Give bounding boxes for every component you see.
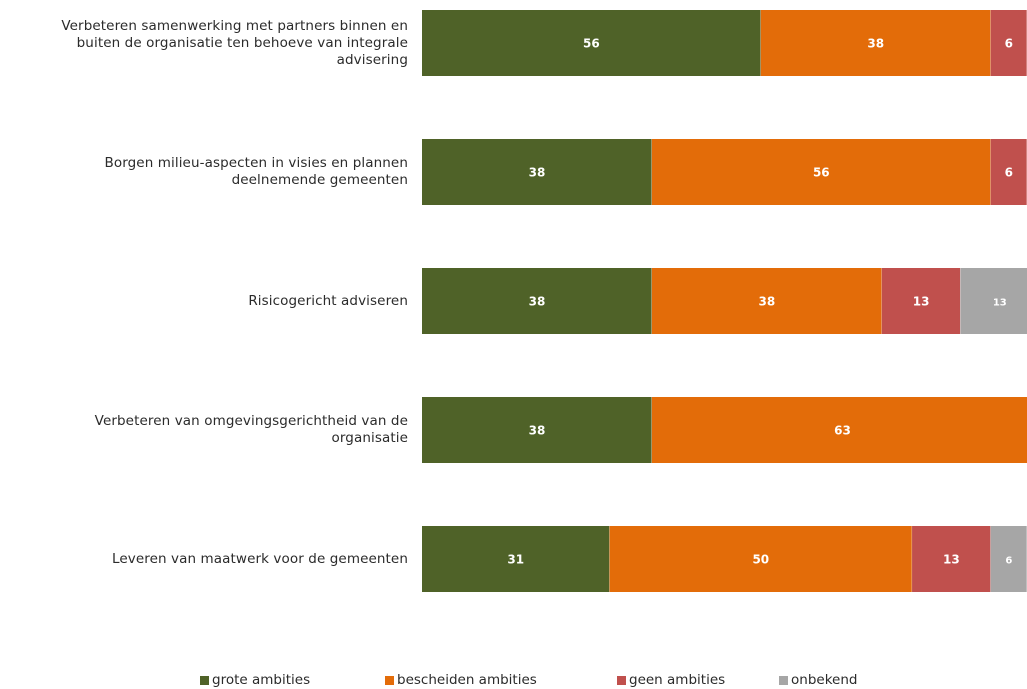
bar-segment <box>960 268 1027 334</box>
bar-segment <box>651 397 1027 463</box>
legend-item: grote ambities <box>200 672 310 688</box>
bar-segment <box>990 10 1027 76</box>
data-label: 38 <box>758 295 775 309</box>
legend-swatch <box>779 675 788 685</box>
data-label: 56 <box>813 166 830 180</box>
legend-label: bescheiden ambities <box>397 672 537 688</box>
legend-swatch <box>200 675 209 685</box>
bar-segment <box>422 10 761 76</box>
category-label-line: Risicogericht adviseren <box>248 292 408 309</box>
legend-item: onbekend <box>779 672 857 688</box>
legend-label: geen ambities <box>629 672 726 688</box>
data-label: 6 <box>1005 37 1013 51</box>
bar-segment <box>422 397 652 463</box>
data-label: 38 <box>529 166 546 180</box>
legend-label: onbekend <box>791 672 858 688</box>
legend-label: grote ambities <box>212 672 311 688</box>
category-label-line: Verbeteren van omgevingsgerichtheid van … <box>94 413 408 429</box>
category-label-line: advisering <box>336 51 408 68</box>
legend-item: geen ambities <box>617 672 725 688</box>
bar-segment <box>881 268 961 334</box>
bar-segment <box>990 526 1027 592</box>
data-label: 63 <box>834 424 851 438</box>
category-label-line: deelnemende gemeenten <box>231 172 408 188</box>
category-label-line: Verbeteren samenwerking met partners bin… <box>61 17 408 34</box>
category-label-line: buiten de organisatie ten behoeve van in… <box>76 34 408 51</box>
category-label: Verbeteren van omgevingsgerichtheid van … <box>0 413 408 447</box>
data-label: 50 <box>752 553 769 567</box>
category-label: Verbeteren samenwerking met partners bin… <box>0 18 408 69</box>
data-label: 38 <box>529 424 546 438</box>
data-label: 38 <box>867 37 884 51</box>
data-label: 31 <box>507 553 524 567</box>
bar-segment <box>651 268 882 334</box>
category-label-line: Borgen milieu-aspecten in visies en plan… <box>104 155 408 171</box>
legend: grote ambities bescheiden ambities geen am… <box>0 668 1027 689</box>
data-label: 13 <box>993 298 1007 309</box>
category-label-line: Leveren van maatwerk voor de gemeenten <box>111 550 408 567</box>
bar-segment <box>912 526 991 592</box>
category-label: Leveren van maatwerk voor de gemeenten <box>0 551 408 568</box>
data-label: 13 <box>913 295 930 309</box>
bar-segment <box>651 139 991 205</box>
category-label: Risicogericht adviseren <box>0 293 408 310</box>
data-label: 6 <box>1005 166 1013 180</box>
category-label: Borgen milieu-aspecten in visies en plan… <box>0 155 408 189</box>
bar-segment <box>609 526 913 592</box>
category-label-line: organisatie <box>331 430 408 446</box>
legend-item: bescheiden ambities <box>385 672 537 688</box>
legend-swatch <box>385 675 394 685</box>
bar-segment <box>422 139 652 205</box>
legend-swatch <box>617 675 626 685</box>
data-label: 13 <box>943 553 960 567</box>
data-label: 38 <box>529 295 546 309</box>
bar-segment <box>990 139 1027 205</box>
bar-segment <box>760 10 991 76</box>
data-label: 56 <box>583 37 600 51</box>
bar-segment <box>422 268 652 334</box>
data-label: 6 <box>1005 556 1012 567</box>
bar-segment <box>422 526 610 592</box>
